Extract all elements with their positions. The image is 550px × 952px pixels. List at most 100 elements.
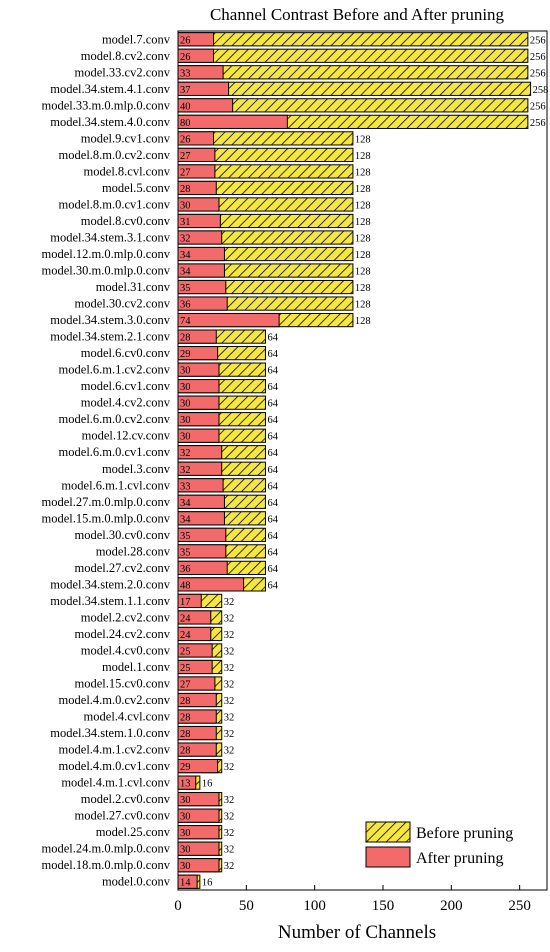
after-value-label: 14 <box>180 878 191 889</box>
bar-before-pruning <box>177 65 529 80</box>
after-value-label: 35 <box>180 531 191 542</box>
before-value-label: 32 <box>224 646 235 657</box>
after-value-label: 30 <box>180 382 191 393</box>
after-value-label: 28 <box>180 333 191 344</box>
category-label: model.6.cv1.conv <box>81 379 171 393</box>
after-value-label: 29 <box>180 762 191 773</box>
before-value-label: 128 <box>355 184 371 195</box>
before-value-label: 128 <box>355 151 371 162</box>
x-axis: 0 50 100 150 200 250 <box>174 30 548 914</box>
x-tick-label: 250 <box>508 898 531 914</box>
category-label: model.12.cv.conv <box>82 429 171 443</box>
category-label: model.2.cv0.conv <box>81 792 171 806</box>
x-axis-label: Number of Channels <box>278 922 436 943</box>
before-value-label: 32 <box>224 746 235 757</box>
before-value-label: 64 <box>267 531 278 542</box>
legend-swatch-before <box>365 821 411 843</box>
after-value-label: 48 <box>180 580 191 591</box>
before-value-label: 16 <box>202 878 213 889</box>
bar-before-pruning <box>177 32 529 47</box>
before-value-label: 128 <box>355 167 371 178</box>
category-label: model.0.conv <box>102 875 171 889</box>
x-tick-label: 150 <box>372 898 395 914</box>
category-label: model.12.m.0.mlp.0.conv <box>42 247 171 261</box>
legend-label-after: After pruning <box>416 850 504 867</box>
before-value-label: 258 <box>533 85 549 96</box>
after-value-label: 80 <box>180 118 191 129</box>
before-value-label: 32 <box>224 630 235 641</box>
category-label: model.34.stem.1.0.conv <box>50 726 171 740</box>
after-value-label: 30 <box>180 200 191 211</box>
category-label: model.8.cv2.conv <box>81 49 171 63</box>
after-value-label: 30 <box>180 795 191 806</box>
after-value-label: 24 <box>180 630 191 641</box>
x-tick-label: 0 <box>174 898 182 914</box>
after-value-label: 28 <box>180 729 191 740</box>
before-value-label: 32 <box>224 795 235 806</box>
category-label: model.27.m.0.mlp.0.conv <box>42 495 171 509</box>
before-value-label: 256 <box>530 118 546 129</box>
after-value-label: 28 <box>180 184 191 195</box>
after-value-label: 28 <box>180 746 191 757</box>
before-value-label: 128 <box>355 316 371 327</box>
category-label: model.31.conv <box>96 280 171 294</box>
category-label: model.34.stem.3.1.conv <box>50 230 171 244</box>
after-value-label: 24 <box>180 613 191 624</box>
category-label: model.34.stem.2.1.conv <box>50 330 171 344</box>
category-label: model.8.m.0.cv2.conv <box>59 148 171 162</box>
before-value-label: 32 <box>224 845 235 856</box>
category-label: model.6.m.1.cv2.conv <box>59 363 171 377</box>
before-value-label: 128 <box>355 233 371 244</box>
x-tick-label: 50 <box>239 898 254 914</box>
before-value-label: 128 <box>355 217 371 228</box>
bar-after-pruning <box>177 312 280 328</box>
after-value-label: 34 <box>180 267 191 278</box>
before-value-label: 128 <box>355 267 371 278</box>
before-value-label: 32 <box>224 828 235 839</box>
before-value-label: 32 <box>224 680 235 691</box>
after-value-label: 26 <box>180 134 191 145</box>
before-value-label: 64 <box>267 382 278 393</box>
category-label: model.27.cv0.conv <box>75 809 171 823</box>
after-value-label: 32 <box>180 465 191 476</box>
before-value-label: 64 <box>267 349 278 360</box>
category-label: model.1.conv <box>102 660 171 674</box>
category-label: model.9.cv1.conv <box>81 131 171 145</box>
legend-label-before: Before pruning <box>416 825 513 842</box>
category-label: model.6.m.0.cv1.conv <box>59 445 171 459</box>
before-value-label: 128 <box>355 200 371 211</box>
before-value-label: 32 <box>224 762 235 773</box>
before-value-label: 64 <box>267 498 278 509</box>
category-label: model.34.stem.1.1.conv <box>50 594 171 608</box>
legend: Before pruning After pruning <box>365 821 513 868</box>
before-value-label: 32 <box>224 613 235 624</box>
after-value-label: 33 <box>180 68 191 79</box>
category-label: model.8.cvl.conv <box>84 164 171 178</box>
category-label: model.34.stem.2.0.conv <box>50 577 171 591</box>
category-label: model.34.stem.3.0.conv <box>50 313 171 327</box>
category-label: model.5.conv <box>102 181 171 195</box>
before-value-label: 32 <box>224 861 235 872</box>
after-value-label: 31 <box>180 217 191 228</box>
category-label: model.30.cv0.conv <box>75 528 171 542</box>
after-value-label: 35 <box>180 547 191 558</box>
plot-frame <box>177 30 548 891</box>
before-value-label: 64 <box>267 333 278 344</box>
category-label: model.25.conv <box>96 825 171 839</box>
x-tick-label: 100 <box>303 898 326 914</box>
before-value-label: 256 <box>530 101 546 112</box>
after-value-label: 36 <box>180 564 191 575</box>
after-value-label: 32 <box>180 448 191 459</box>
category-label: model.4.m.1.cv2.conv <box>59 743 171 757</box>
category-label: model.4.m.0.cv2.conv <box>59 693 171 707</box>
category-label: model.4.cvl.conv <box>84 710 171 724</box>
category-label: model.33.cv2.conv <box>75 65 171 79</box>
category-label: model.6.m.1.cvl.conv <box>61 478 170 492</box>
after-value-label: 30 <box>180 432 191 443</box>
after-value-label: 30 <box>180 366 191 377</box>
before-value-label: 16 <box>202 779 213 790</box>
after-value-label: 34 <box>180 498 191 509</box>
after-value-label: 30 <box>180 415 191 426</box>
category-label: model.4.cv0.conv <box>81 643 171 657</box>
